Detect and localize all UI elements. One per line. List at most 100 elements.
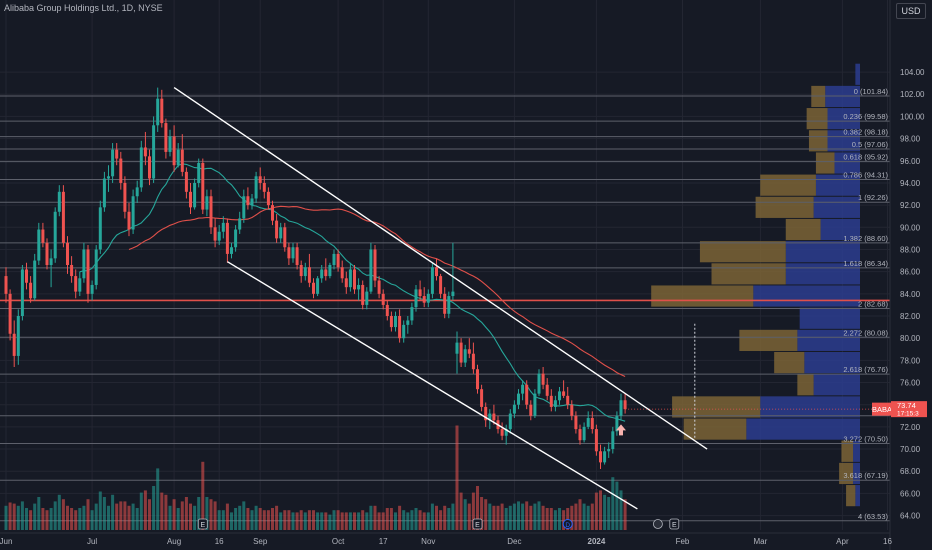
volume-bar [574,503,578,530]
candle-body [287,247,291,259]
volume-bar [357,512,361,530]
fib-level-label: 0.786 (94.31) [843,171,888,180]
vp-up-bar [746,418,860,440]
volume-bar [262,510,266,530]
volume-bar [492,505,496,530]
volume-bar [70,508,74,530]
time-axis[interactable]: Jun Jul Aug 16 Sep Oct 17 Nov Dec 2024 Feb Mar Apr 16 [0,532,892,546]
volume-bar [422,512,426,530]
candle-body [201,162,205,210]
candle-body [476,369,479,390]
vp-down-bar [806,108,828,130]
time-tick-label: 16 [883,537,892,546]
candle-body [320,269,324,279]
volume-bar [594,492,598,530]
time-tick-label: Jun [0,537,12,546]
channel-lower-line [227,261,638,510]
fib-level-label: 0.5 (97.06) [852,140,889,149]
volume-bar [160,492,164,530]
currency-button[interactable]: USD [896,3,926,19]
candle-body [500,429,504,436]
candle-body [8,293,12,334]
volume-bar [504,508,508,530]
vp-down-bar [755,196,814,218]
volume-bar [582,503,586,530]
candle-body [455,342,459,354]
candle-body [70,265,74,277]
volume-bar [365,512,369,530]
fib-level-label: 0.236 (99.58) [843,112,888,121]
fib-level-label: 2 (82.68) [858,299,889,308]
price-axis[interactable]: 64.0066.0068.0070.0072.0074.0076.0078.00… [872,0,927,550]
candle-body [209,196,213,228]
time-tick-label: Nov [421,537,435,546]
volume-bar [533,503,537,530]
candle-body [422,296,426,303]
candle-body [328,265,332,277]
volume-bar [82,505,86,530]
volume-bar [168,505,172,530]
candle-body [176,149,180,166]
vp-down-bar [699,241,786,263]
candle-body [553,400,557,407]
price-tick-label: 90.00 [900,223,921,232]
vp-down-bar [651,285,754,307]
vp-down-bar [841,440,854,462]
volume-bar [148,499,151,530]
volume-bar [545,508,549,530]
candle-body [398,316,402,339]
candle-body [406,320,410,325]
volume-bar [295,512,299,530]
candle-body [152,125,156,179]
volume-bar [238,505,242,530]
volume-bar [16,505,20,530]
volume-bar [107,505,110,530]
candle-body [131,196,135,230]
candle-body [225,222,229,254]
volume-bar [29,510,33,530]
candle-body [74,276,78,292]
volume-bar [418,510,422,530]
volume-bar [307,510,311,530]
time-tick-label: 17 [379,537,388,546]
candle-body [582,426,586,441]
volume-bar [189,503,192,530]
volume-bar [164,494,168,530]
vp-up-bar [804,351,860,374]
volume-bar [336,510,340,530]
candle-body [357,284,361,290]
price-tick-label: 88.00 [900,245,921,254]
price-tick-label: 92.00 [900,201,921,210]
volume-bar [242,501,246,530]
candle-body [111,149,115,177]
candle-body [603,451,607,463]
candle-body [348,269,352,288]
vp-up-bar [855,485,860,507]
volume-bar [98,491,102,530]
fib-extension[interactable]: 0 (101.84) 0.236 (99.58) 0.382 (98.18) 0.5 … [0,87,890,522]
volume-bar [496,505,500,530]
candle-body [78,278,82,292]
volume-bar [611,477,615,530]
candle-body [389,316,393,328]
fib-level-label: 4 (63.53) [858,512,889,521]
candle-body [410,307,414,321]
candle-body [537,373,541,394]
candle-body [291,247,295,259]
volume-bar [541,505,545,530]
drawings[interactable]: E E ED [173,87,890,530]
symbol-tag-label: BABA [872,405,892,414]
vp-down-bar [711,263,786,285]
price-tick-label: 100.00 [900,112,925,121]
volume-bar [320,512,324,530]
candle-body [234,229,238,248]
candle-body [127,211,131,230]
volume-bar [193,505,197,530]
volume-bar [156,468,160,530]
candle-body [353,269,356,290]
volume-bar [94,503,98,530]
vp-up-bar [834,152,860,174]
volume-bar [213,501,217,530]
